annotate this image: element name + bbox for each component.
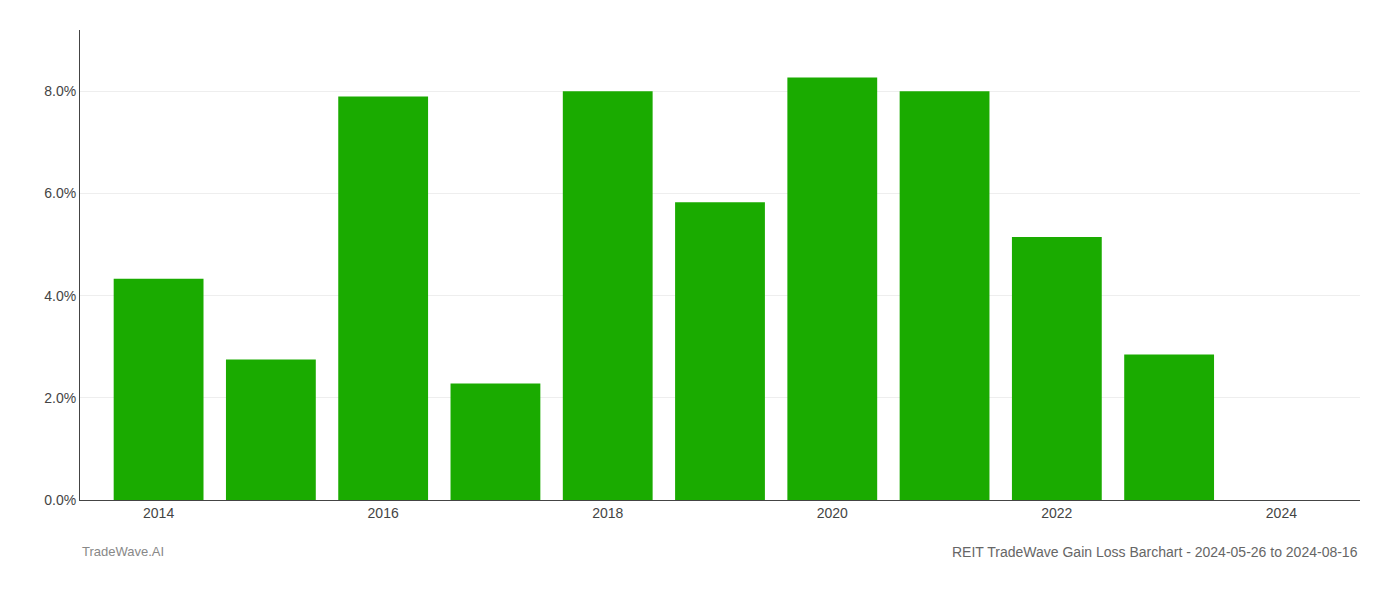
svg-text:6.0%: 6.0% bbox=[44, 185, 76, 201]
svg-text:0.0%: 0.0% bbox=[44, 492, 76, 508]
svg-text:2020: 2020 bbox=[817, 505, 848, 521]
svg-text:2022: 2022 bbox=[1041, 505, 1072, 521]
svg-text:4.0%: 4.0% bbox=[44, 288, 76, 304]
svg-text:2024: 2024 bbox=[1266, 505, 1297, 521]
svg-text:TradeWave.AI: TradeWave.AI bbox=[82, 544, 164, 559]
svg-text:2.0%: 2.0% bbox=[44, 390, 76, 406]
svg-text:2014: 2014 bbox=[143, 505, 174, 521]
svg-text:2016: 2016 bbox=[368, 505, 399, 521]
svg-text:2018: 2018 bbox=[592, 505, 623, 521]
svg-text:8.0%: 8.0% bbox=[44, 83, 76, 99]
svg-text:REIT TradeWave Gain Loss Barch: REIT TradeWave Gain Loss Barchart - 2024… bbox=[952, 544, 1358, 560]
